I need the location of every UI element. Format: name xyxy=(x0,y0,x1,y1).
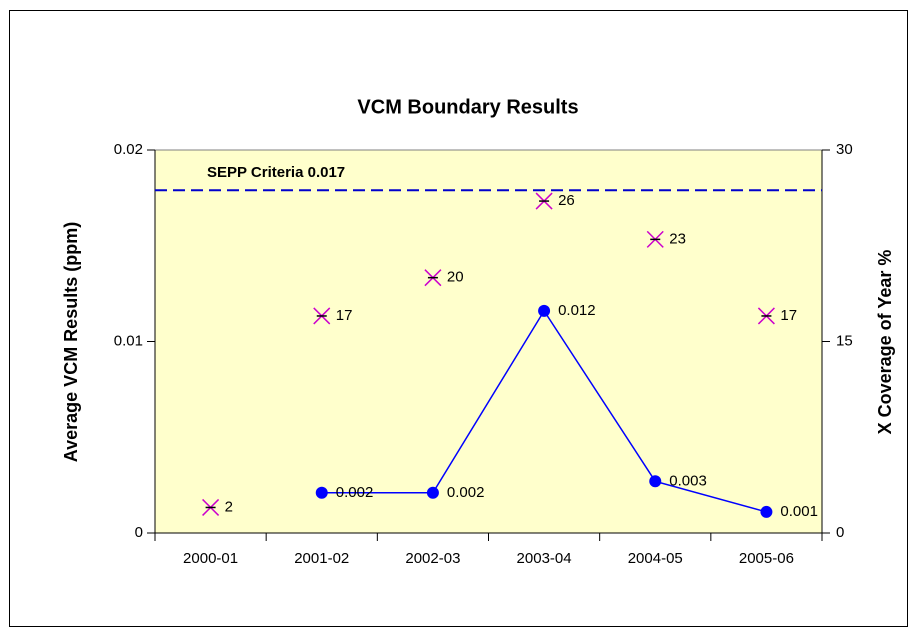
y-axis-title: Average VCM Results (ppm) xyxy=(61,222,81,462)
y2-tick-label: 30 xyxy=(836,141,853,158)
data-label: 0.003 xyxy=(669,472,707,489)
data-label: 17 xyxy=(780,307,797,324)
x-tick-label: 2000-01 xyxy=(183,550,238,567)
x-marker xyxy=(757,307,775,325)
data-label: 0.001 xyxy=(780,503,818,520)
x-tick-label: 2002-03 xyxy=(405,550,460,567)
point xyxy=(315,486,328,499)
point xyxy=(426,486,439,499)
data-label: 17 xyxy=(336,307,353,324)
data-label: 0.002 xyxy=(447,484,485,501)
chart-title: VCM Boundary Results xyxy=(357,96,578,118)
annotation: SEPP Criteria 0.017 xyxy=(207,164,345,181)
point xyxy=(760,505,773,518)
y2-axis-title: X Coverage of Year % xyxy=(875,250,895,435)
x-tick-label: 2005-06 xyxy=(739,550,794,567)
x-marker xyxy=(202,498,220,516)
y2-tick-label: 15 xyxy=(836,332,853,349)
x-marker xyxy=(313,307,331,325)
x-marker xyxy=(535,192,553,210)
data-label: 23 xyxy=(669,230,686,247)
data-label: 2 xyxy=(225,498,233,515)
point xyxy=(649,475,662,488)
y-tick-label: 0.02 xyxy=(114,141,143,158)
x-marker xyxy=(646,230,664,248)
data-label: 0.002 xyxy=(336,484,374,501)
x-marker xyxy=(424,269,442,287)
x-tick-label: 2004-05 xyxy=(628,550,683,567)
plot-area xyxy=(154,149,823,534)
x-tick-label: 2003-04 xyxy=(517,550,572,567)
data-label: 0.012 xyxy=(558,302,596,319)
y2-tick-label: 0 xyxy=(836,524,844,541)
y-tick-label: 0.01 xyxy=(114,332,143,349)
x-tick-label: 2001-02 xyxy=(294,550,349,567)
data-label: 20 xyxy=(447,269,464,286)
point xyxy=(538,304,551,317)
data-label: 26 xyxy=(558,192,575,209)
y-tick-label: 0 xyxy=(135,524,143,541)
